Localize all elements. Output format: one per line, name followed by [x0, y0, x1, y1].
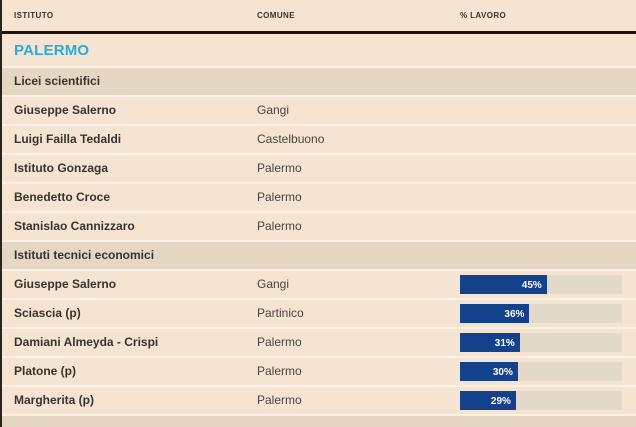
lavoro-bar-fill: 45% — [460, 275, 547, 294]
table-row: Istituto Gonzaga Palermo — [2, 155, 636, 182]
lavoro-bar-label: 45% — [521, 280, 542, 291]
comune-cell: Palermo — [257, 393, 302, 407]
table-row: Luigi Failla Tedaldi Castelbuono — [2, 126, 636, 153]
comune-cell: Gangi — [257, 277, 290, 291]
table-row: Margherita (p) Palermo 29% — [2, 387, 636, 414]
istituto-cell: Margherita (p) — [14, 393, 95, 407]
table-row: Damiani Almeyda - Crispi Palermo 31% — [2, 329, 636, 356]
section-label: Istituti tecnici economici — [14, 248, 155, 262]
istituto-cell: Platone (p) — [14, 364, 76, 378]
lavoro-bar: 31% — [460, 333, 622, 352]
comune-cell: Palermo — [257, 190, 302, 204]
comune-cell: Palermo — [257, 364, 302, 378]
header-separator-line — [2, 31, 636, 34]
lavoro-bar-fill: 30% — [460, 362, 518, 381]
section-header-row: Istituti tecnici economici — [2, 242, 636, 269]
column-header-istituto: ISTITUTO — [14, 11, 54, 20]
istituto-cell: Benedetto Croce — [14, 190, 111, 204]
lavoro-bar-label: 30% — [492, 367, 513, 378]
table-row: Benedetto Croce Palermo — [2, 184, 636, 211]
istituto-cell: Damiani Almeyda - Crispi — [14, 335, 159, 349]
lavoro-bar-fill: 31% — [460, 333, 520, 352]
group-header-row: PALERMO — [2, 34, 636, 66]
table-row: Stanislao Cannizzaro Palermo — [2, 213, 636, 240]
istituto-cell: Luigi Failla Tedaldi — [14, 132, 122, 146]
lavoro-bar-label: 29% — [490, 396, 511, 407]
lavoro-bar: 45% — [460, 275, 622, 294]
lavoro-bar-label: 31% — [494, 338, 515, 349]
lavoro-bar-label: 36% — [504, 309, 525, 320]
section-header-row: Licei scientifici — [2, 68, 636, 95]
lavoro-bar: 36% — [460, 304, 622, 323]
column-header-row: ISTITUTO COMUNE % LAVORO — [2, 0, 636, 31]
istituto-cell: Giuseppe Salerno — [14, 103, 117, 117]
comune-cell: Palermo — [257, 219, 302, 233]
istituto-cell: Giuseppe Salerno — [14, 277, 117, 291]
comune-cell: Castelbuono — [257, 132, 325, 146]
istituto-cell: Istituto Gonzaga — [14, 161, 108, 175]
comune-cell: Partinico — [257, 306, 304, 320]
istituto-cell: Stanislao Cannizzaro — [14, 219, 135, 233]
partial-next-row — [2, 416, 636, 427]
comune-cell: Palermo — [257, 161, 302, 175]
comune-cell: Palermo — [257, 335, 302, 349]
column-header-lavoro: % LAVORO — [460, 11, 507, 20]
table-row: Giuseppe Salerno Gangi 45% — [2, 271, 636, 298]
lavoro-bar-fill: 36% — [460, 304, 530, 323]
table-row: Giuseppe Salerno Gangi — [2, 97, 636, 124]
lavoro-bar: 29% — [460, 391, 622, 410]
table-row: Platone (p) Palermo 30% — [2, 358, 636, 385]
group-title: PALERMO — [14, 42, 90, 59]
section-label: Licei scientifici — [14, 74, 101, 88]
table-row: Sciascia (p) Partinico 36% — [2, 300, 636, 327]
lavoro-bar: 30% — [460, 362, 622, 381]
rows-container: Licei scientifici Giuseppe Salerno Gangi… — [2, 68, 636, 414]
column-header-comune: COMUNE — [257, 11, 295, 20]
comune-cell: Gangi — [257, 103, 290, 117]
lavoro-bar-fill: 29% — [460, 391, 516, 410]
istituto-cell: Sciascia (p) — [14, 306, 81, 320]
